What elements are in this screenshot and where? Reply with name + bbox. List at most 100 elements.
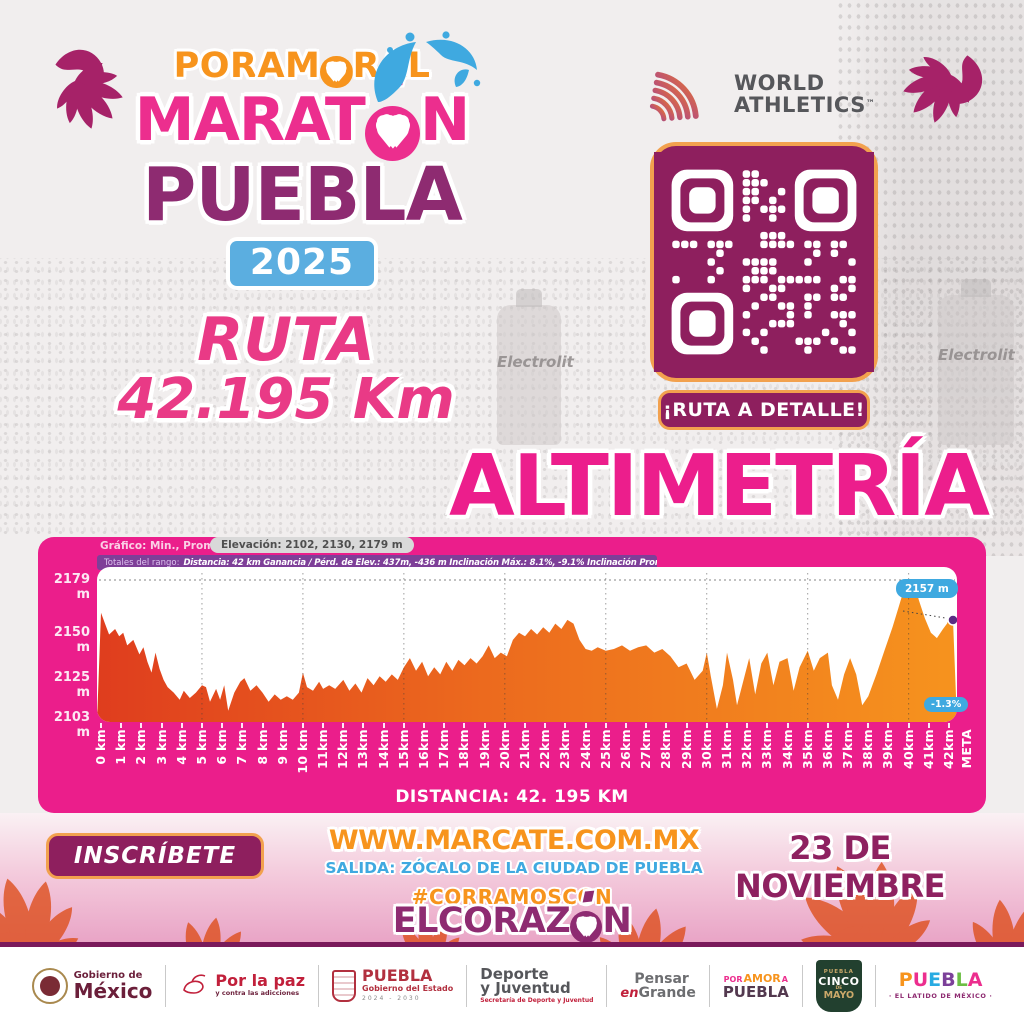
x-tick-mark xyxy=(342,723,345,728)
range-totals-bar: Totales del rango: Distancia: 42 km Gana… xyxy=(97,555,657,570)
route-label: RUTA xyxy=(197,305,375,375)
sponsor-text: Grande xyxy=(638,984,696,1001)
corner-ornament-icon xyxy=(887,30,996,139)
end-elevation-pill: 2157 m xyxy=(896,579,958,598)
x-tick-mark xyxy=(362,723,365,728)
sponsor-text: Pensar xyxy=(634,970,689,987)
qr-code[interactable] xyxy=(650,142,878,382)
x-tick-mark xyxy=(402,723,405,728)
x-tick-mark xyxy=(867,723,870,728)
x-tick-label: 11km xyxy=(315,729,331,769)
dove-icon xyxy=(183,973,206,994)
x-tick-label: 4 km xyxy=(173,729,189,765)
sponsor-letter: P xyxy=(898,969,913,991)
world-athletics-logo: WORLD ATHLETICS™ xyxy=(642,64,875,124)
logo-por: POR xyxy=(173,46,258,86)
x-tick-mark xyxy=(665,723,668,728)
x-tick-label: 39km xyxy=(880,729,896,769)
x-tick-label: 5 km xyxy=(193,729,209,765)
x-tick-label: 0 km xyxy=(93,729,108,765)
x-tick-mark xyxy=(503,723,506,728)
y-tick-label: 2179 m xyxy=(53,572,90,602)
sponsor-letter: U xyxy=(912,969,929,991)
x-tick-mark xyxy=(645,723,648,728)
x-tick-label: 41km xyxy=(920,729,936,769)
x-tick-mark xyxy=(524,723,527,728)
qr-modules xyxy=(654,152,874,372)
x-tick-label: 34km xyxy=(779,729,795,769)
sponsor-separator xyxy=(801,964,803,1007)
y-tick-label: 2125 m xyxy=(53,670,90,701)
x-tick-label: 18km xyxy=(456,729,472,769)
x-tick-label: 21km xyxy=(517,729,533,769)
elevation-plot xyxy=(97,567,957,722)
x-tick-mark xyxy=(322,723,325,728)
x-tick-mark xyxy=(766,723,769,728)
sponsor-text: en xyxy=(620,985,639,1001)
wa-line1: WORLD xyxy=(734,70,825,95)
x-tick-label: 33km xyxy=(759,729,775,769)
x-tick-label: 25km xyxy=(597,729,613,769)
x-tick-mark xyxy=(301,723,304,728)
x-tick-mark xyxy=(826,723,829,728)
x-tick-label: 3 km xyxy=(153,729,169,765)
x-tick-label: 1 km xyxy=(113,729,129,765)
x-tick-label: 24km xyxy=(577,729,593,769)
x-tick-mark xyxy=(221,723,224,728)
x-tick-mark xyxy=(140,723,143,728)
route-distance: 42.195 Km xyxy=(117,367,455,432)
x-tick-label: 8 km xyxy=(254,729,270,765)
x-tick-mark xyxy=(725,723,728,728)
x-tick-label: 2 km xyxy=(133,729,149,765)
cinco-de-mayo-shield-icon: PUEBLA CINCO DE MAYO xyxy=(815,959,862,1012)
x-tick-label: 38km xyxy=(860,729,876,769)
eagle-icon xyxy=(39,975,60,996)
x-tick-mark xyxy=(423,723,426,728)
sponsor-footer: Gobierno de México Por la paz y contra las … xyxy=(0,947,1024,1024)
electrolit-bottle-right: Electrolit xyxy=(938,279,1015,445)
x-tick-mark xyxy=(200,723,203,728)
x-tick-label: 15km xyxy=(395,729,411,769)
sponsor-separator xyxy=(466,964,468,1007)
hashtag-bottom: ELCORAZ ♥ N xyxy=(0,890,1024,943)
x-tick-label: 16km xyxy=(416,729,432,769)
x-tick-mark xyxy=(887,723,890,728)
heart-o-icon: ♥ xyxy=(570,911,603,943)
sponsor-letter: A xyxy=(967,969,983,991)
totals-label: Totales del rango: xyxy=(104,557,180,568)
sponsor-text: PUEBLA xyxy=(722,982,789,1001)
sponsor-text: DE xyxy=(835,985,843,991)
cta-band: INSCRÍBETE WWW.MARCATE.COM.MX SALIDA: ZÓ… xyxy=(0,813,1024,943)
x-tick-mark xyxy=(100,723,102,728)
puebla-shield-icon xyxy=(332,969,357,1002)
x-tick-label: 28km xyxy=(658,729,674,769)
x-tick-label: 26km xyxy=(617,729,633,769)
distance-caption: DISTANCIA: 42. 195 KM xyxy=(395,787,629,807)
water-splash-icon xyxy=(374,31,481,102)
x-tick-mark xyxy=(281,723,284,728)
sponsor-gobierno-mexico: Gobierno de México xyxy=(31,967,152,1004)
end-grade-pill: -1.3% xyxy=(924,697,969,712)
world-athletics-text: WORLD ATHLETICS™ xyxy=(734,72,875,116)
inscribete-button[interactable]: INSCRÍBETE xyxy=(46,833,264,879)
hashtag-block: #CORRAMOSCON ELCORAZ ♥ N xyxy=(0,887,1024,943)
ruta-detalle-button[interactable]: ¡RUTA A DETALLE! xyxy=(658,390,870,430)
x-tick-label: 20km xyxy=(496,729,512,769)
x-tick-label: 35km xyxy=(799,729,815,769)
x-tick-mark xyxy=(746,723,749,728)
x-tick-label: 23km xyxy=(557,729,573,769)
electrolit-label: Electrolit xyxy=(497,352,574,371)
sponsor-puebla-latido: P U E B L A · EL LATIDO DE MÉXICO · xyxy=(889,971,993,1001)
x-tick-mark xyxy=(443,723,446,728)
x-tick-mark xyxy=(120,723,123,728)
website-link[interactable]: WWW.MARCATE.COM.MX xyxy=(328,825,700,856)
x-tick-mark xyxy=(463,723,466,728)
x-tick-mark xyxy=(685,723,688,728)
event-date: 23 DE NOVIEMBRE xyxy=(735,829,945,905)
x-tick-label: 6 km xyxy=(214,729,230,765)
x-tick-label: 32km xyxy=(739,729,755,769)
totals-values: Distancia: 42 km Ganancia / Pérd. de Ele… xyxy=(183,557,657,568)
x-tick-label: 14km xyxy=(375,729,391,769)
